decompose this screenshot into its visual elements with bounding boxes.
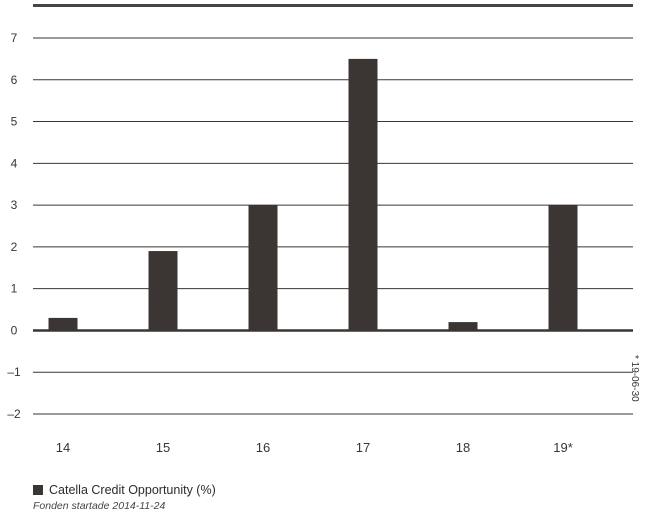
x-tick-label: 14 <box>56 440 70 455</box>
bar-14 <box>48 317 78 331</box>
x-tick-label: 18 <box>456 440 470 455</box>
x-axis-ticks: 14 15 16 17 18 19* <box>56 440 573 455</box>
start-date-note: Fonden startade 2014-11-24 <box>33 500 166 512</box>
x-tick-label: 16 <box>256 440 270 455</box>
legend: Catella Credit Opportunity (%) <box>33 483 216 497</box>
y-tick-label: –1 <box>7 365 21 379</box>
bar-19* <box>548 205 578 331</box>
x-tick-label: 15 <box>156 440 170 455</box>
x-tick-label: 19* <box>553 440 573 455</box>
y-tick-label: 5 <box>11 115 18 129</box>
bar-18 <box>448 322 478 331</box>
y-tick-label: 1 <box>11 282 18 296</box>
legend-swatch <box>33 485 43 495</box>
bar-15 <box>148 251 178 331</box>
x-tick-label: 17 <box>356 440 370 455</box>
y-tick-label: 2 <box>11 240 18 254</box>
y-tick-label: 7 <box>11 31 18 45</box>
bars <box>48 58 578 331</box>
top-rule <box>33 4 633 7</box>
grid <box>33 37 633 415</box>
y-tick-label: 0 <box>11 323 18 337</box>
y-tick-label: 3 <box>11 198 18 212</box>
y-tick-label: –2 <box>7 407 21 421</box>
footnote: * 19-06-30 <box>629 355 640 402</box>
legend-label: Catella Credit Opportunity (%) <box>49 483 216 497</box>
y-axis-ticks: 7 6 5 4 3 2 1 0 –1 –2 <box>7 31 21 421</box>
bar-17 <box>348 58 378 331</box>
y-tick-label: 6 <box>11 73 18 87</box>
y-tick-label: 4 <box>11 156 18 170</box>
bar-16 <box>248 205 278 331</box>
